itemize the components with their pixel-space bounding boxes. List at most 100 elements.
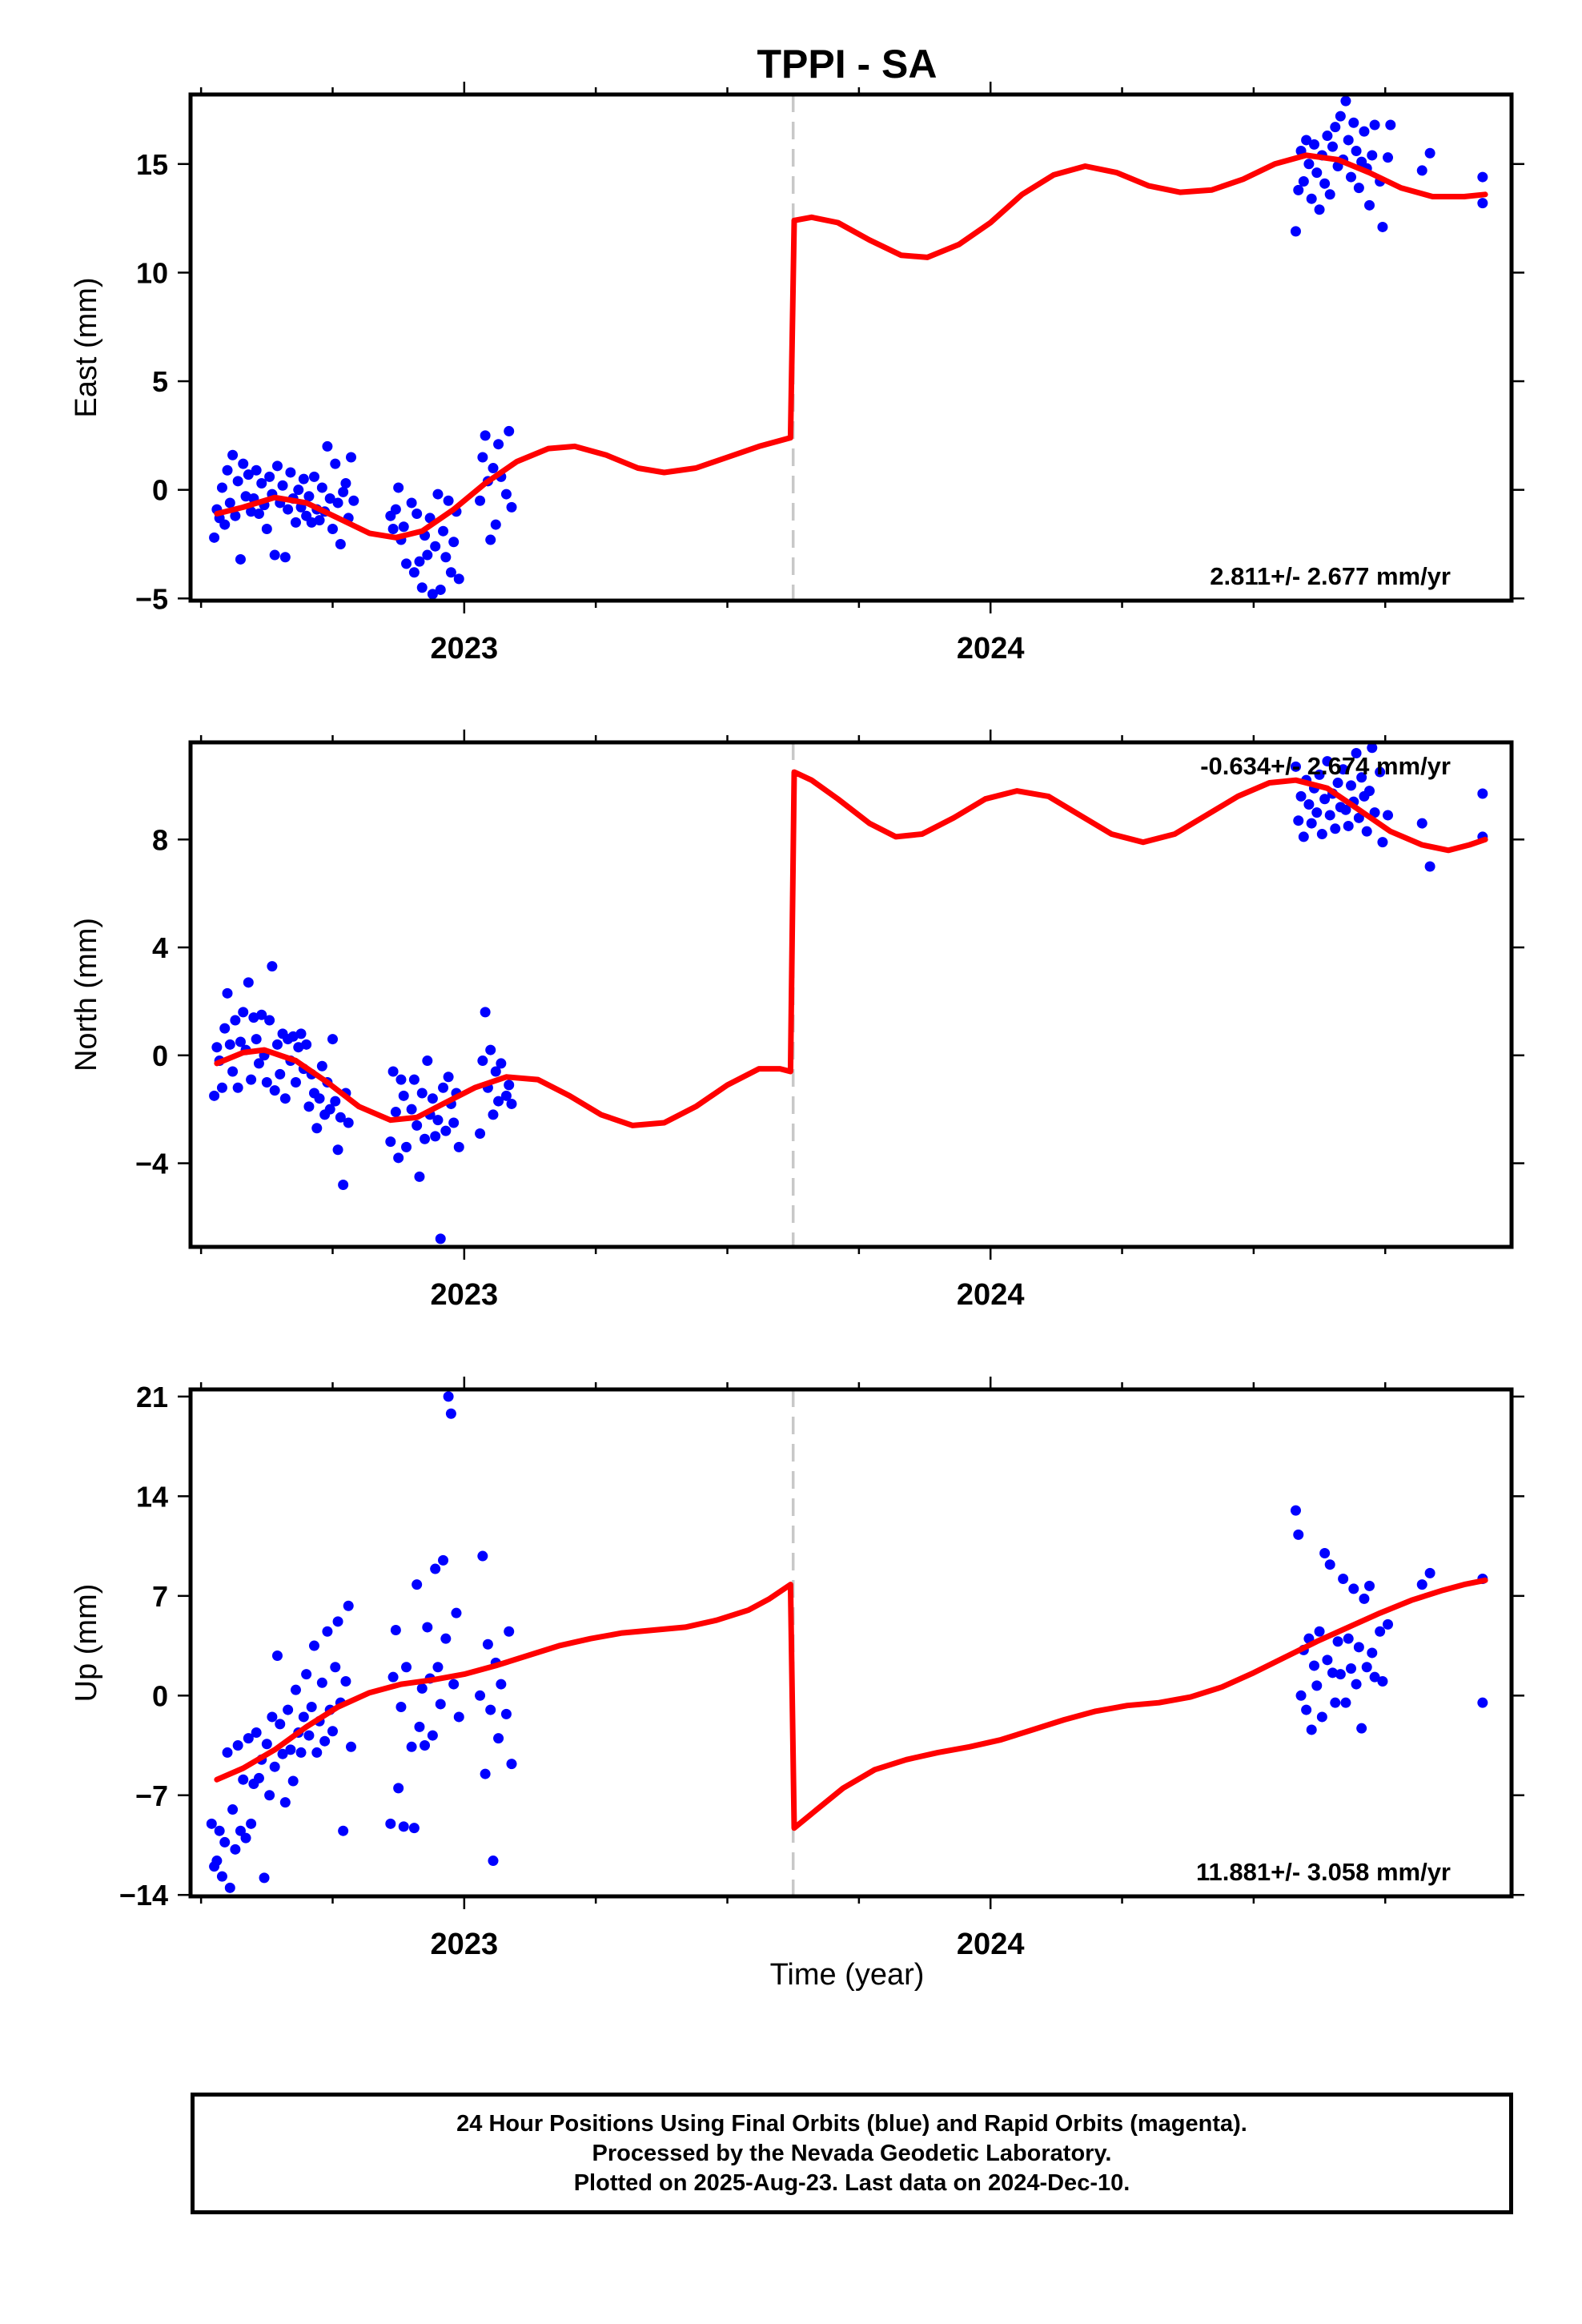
data-point xyxy=(493,439,504,450)
data-point xyxy=(1477,788,1488,799)
y-tick-label: 21 xyxy=(136,1381,168,1413)
data-point xyxy=(480,430,491,441)
data-point xyxy=(327,523,338,534)
data-point xyxy=(1308,1660,1319,1671)
plot-area xyxy=(209,94,1488,601)
data-point xyxy=(396,1074,407,1085)
data-point xyxy=(253,509,264,520)
data-point xyxy=(1348,1583,1359,1594)
data-point xyxy=(295,1747,307,1758)
data-point xyxy=(277,480,288,491)
data-point xyxy=(1416,1579,1427,1590)
data-point xyxy=(243,469,254,480)
data-point xyxy=(251,464,262,476)
x-tick-label: 2024 xyxy=(957,1928,1025,1961)
data-point xyxy=(451,1607,462,1618)
data-point xyxy=(480,1768,491,1779)
data-point xyxy=(251,1727,262,1739)
data-point xyxy=(316,1060,327,1072)
data-point xyxy=(500,1708,512,1719)
data-point xyxy=(1335,111,1346,122)
data-point xyxy=(453,1141,464,1152)
data-point xyxy=(311,1747,323,1758)
data-point xyxy=(230,1015,241,1026)
data-point xyxy=(314,1093,325,1104)
data-point xyxy=(316,1677,327,1688)
data-point xyxy=(416,582,428,593)
data-point xyxy=(443,1391,454,1402)
data-point xyxy=(1416,165,1427,176)
model-curve xyxy=(214,769,1488,1128)
data-point xyxy=(1290,226,1301,237)
data-point xyxy=(275,1719,286,1730)
data-point xyxy=(322,440,333,452)
data-point xyxy=(240,1832,251,1844)
data-point xyxy=(427,589,438,600)
data-point xyxy=(435,1233,446,1244)
data-point xyxy=(267,1711,278,1723)
velocity-rate-label: -0.634+/- 2.674 mm/yr xyxy=(1200,752,1451,780)
data-point xyxy=(1316,1711,1327,1723)
data-point xyxy=(308,1640,319,1651)
data-point xyxy=(430,541,441,552)
data-point xyxy=(427,1730,438,1741)
data-point xyxy=(1364,1580,1375,1591)
data-point xyxy=(246,506,257,517)
data-point xyxy=(1359,126,1370,137)
plot-area xyxy=(206,1389,1488,1896)
data-point xyxy=(1324,189,1335,200)
data-point xyxy=(443,1072,454,1083)
data-point xyxy=(322,1626,333,1637)
y-tick-label: −14 xyxy=(119,1879,168,1912)
data-point xyxy=(253,1772,264,1783)
data-point xyxy=(1375,766,1386,778)
data-point xyxy=(1338,764,1349,775)
data-point xyxy=(308,471,319,482)
data-point xyxy=(475,1690,486,1701)
data-point xyxy=(1348,117,1359,128)
data-point xyxy=(1293,815,1304,826)
footer-line-1: 24 Hour Positions Using Final Orbits (bl… xyxy=(456,2110,1247,2137)
panel-north: 2023 2024 −4 0 4 8 North (mm) -0.634+/- 2.674 m… xyxy=(70,730,1524,1312)
data-point xyxy=(219,1836,231,1848)
data-point xyxy=(1330,823,1341,834)
data-point xyxy=(477,452,488,463)
data-point xyxy=(271,1039,283,1050)
y-tick-label: −5 xyxy=(135,582,168,615)
panel-frame xyxy=(188,740,1514,1249)
data-point xyxy=(1319,794,1331,805)
data-point xyxy=(1377,837,1388,848)
data-point xyxy=(1477,1697,1488,1708)
data-point xyxy=(435,1699,446,1710)
data-point xyxy=(453,573,464,585)
data-point xyxy=(345,1741,356,1752)
data-point xyxy=(1293,1529,1304,1540)
data-point xyxy=(1338,1573,1349,1584)
data-point xyxy=(290,1076,301,1088)
data-point xyxy=(303,1730,315,1741)
data-point xyxy=(1314,204,1325,215)
data-point xyxy=(398,521,409,533)
data-point xyxy=(393,1152,404,1164)
data-point xyxy=(303,1101,315,1112)
data-point xyxy=(432,489,444,500)
data-point xyxy=(398,1821,409,1832)
y-tick-label: 10 xyxy=(136,256,168,289)
data-point xyxy=(1356,772,1367,783)
data-point xyxy=(440,1125,452,1136)
data-point xyxy=(1369,119,1380,131)
data-point xyxy=(396,1702,407,1713)
data-point xyxy=(406,1104,417,1115)
data-point xyxy=(222,987,233,999)
data-point xyxy=(243,1733,254,1744)
data-point xyxy=(1424,1567,1435,1578)
data-point xyxy=(385,1136,396,1148)
data-point xyxy=(435,584,446,595)
data-point xyxy=(1322,756,1333,767)
data-point xyxy=(488,1856,499,1867)
data-point xyxy=(1364,199,1375,211)
x-tick-label: 2024 xyxy=(957,1278,1025,1312)
data-point xyxy=(500,489,512,500)
data-point xyxy=(335,1112,346,1123)
x-tick-label: 2023 xyxy=(431,1278,499,1312)
